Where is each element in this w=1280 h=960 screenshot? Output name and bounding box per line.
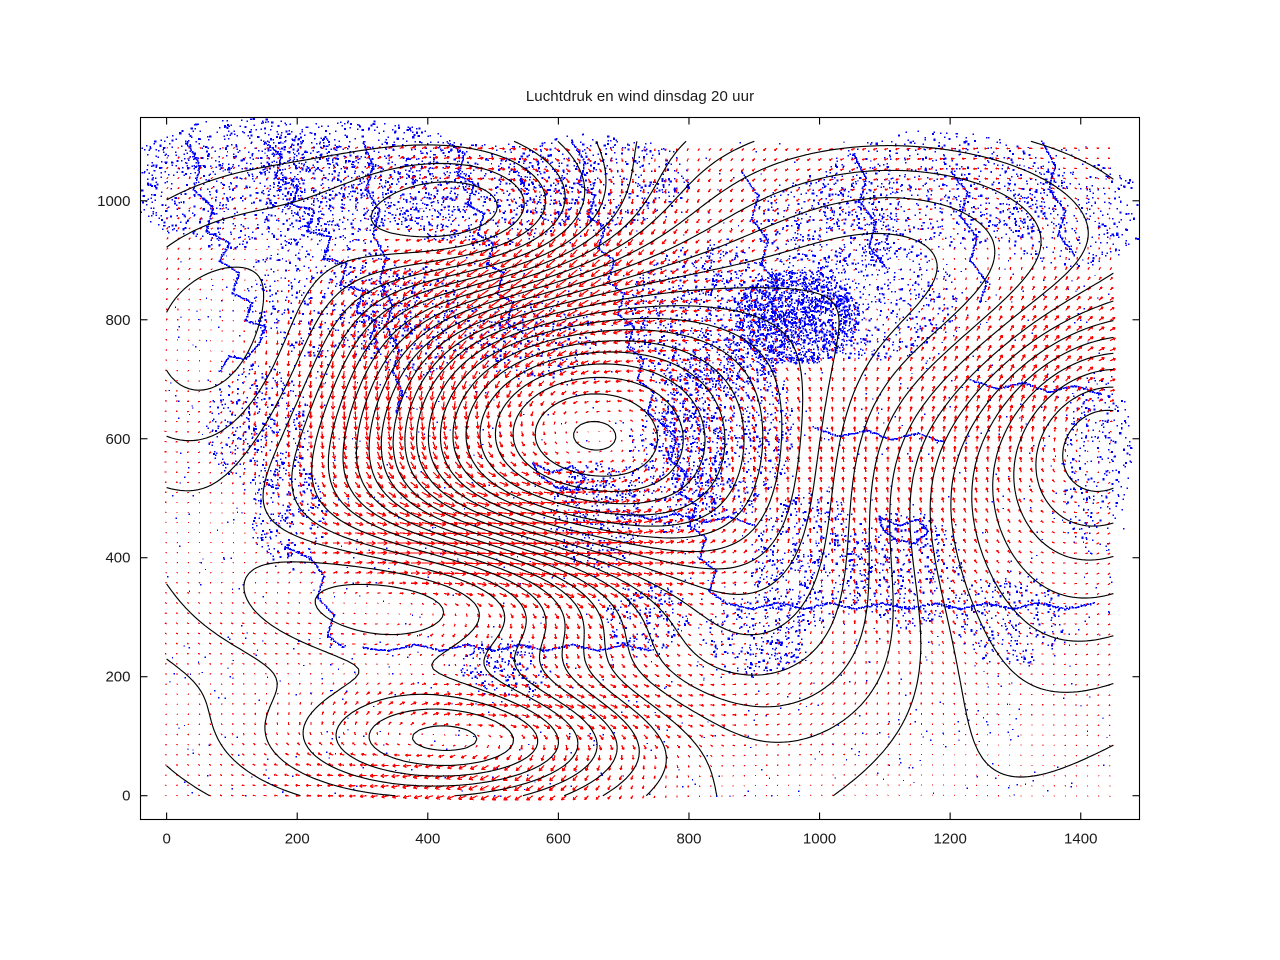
plot-frame [139,116,1141,821]
x-tick-label: 1400 [1064,831,1097,848]
pressure-contour-layer [166,140,1114,797]
x-tick-label: 400 [415,831,440,848]
y-tick-label: 600 [105,431,130,448]
x-tick-label: 1000 [803,831,836,848]
y-tick-label: 800 [105,312,130,329]
page-title: Luchtdruk en wind dinsdag 20 uur [0,88,1280,105]
x-tick-label: 600 [546,831,571,848]
x-tick-label: 1200 [933,831,966,848]
x-tick-label: 200 [285,831,310,848]
y-axis-ticks: 0 200 400 600 800 1000 [97,193,1140,805]
y-tick-label: 400 [105,550,130,567]
x-axis-ticks: 0 200 400 600 800 1000 1200 1400 [162,117,1097,848]
x-tick-label: 0 [162,831,170,848]
y-tick-label: 0 [122,788,130,805]
y-tick-label: 1000 [97,193,130,210]
coastline-layer [140,117,1140,798]
y-tick-label: 200 [105,669,130,686]
x-tick-label: 800 [676,831,701,848]
